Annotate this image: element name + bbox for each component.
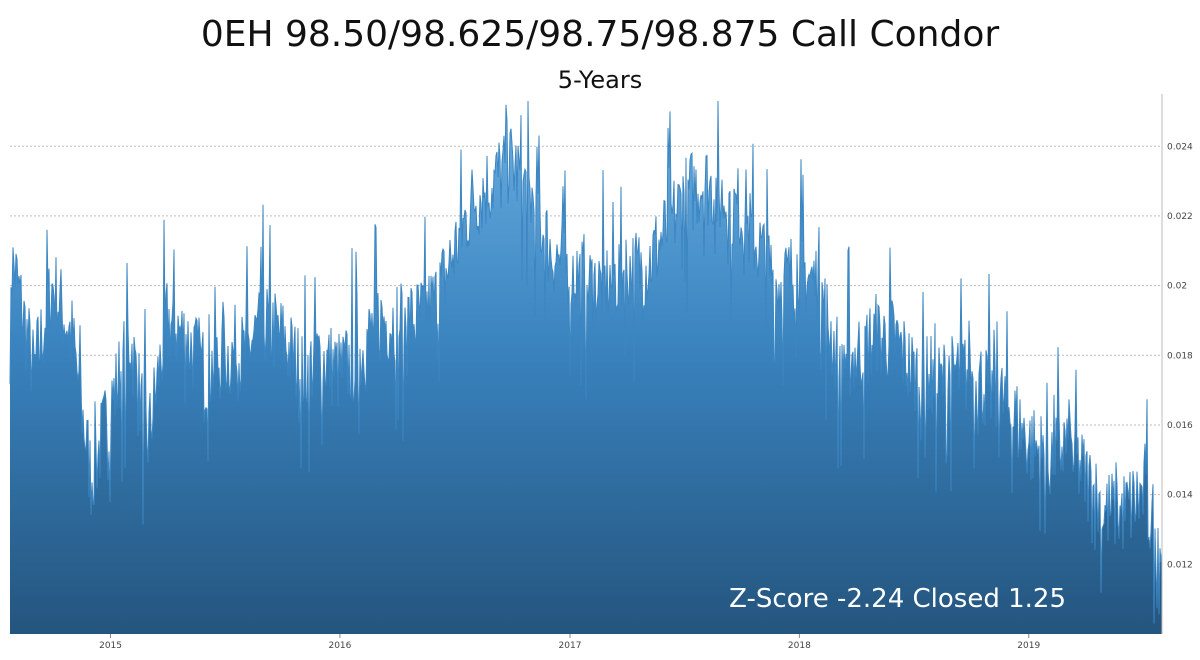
x-tick-label: 2015 bbox=[99, 641, 122, 651]
y-tick-label: 0.024 bbox=[1167, 142, 1193, 152]
y-tick-label: 0.022 bbox=[1167, 212, 1193, 222]
y-tick-label: 0.012 bbox=[1167, 560, 1193, 570]
x-tick-label: 2017 bbox=[559, 641, 582, 651]
y-tick-label: 0.014 bbox=[1167, 491, 1193, 501]
x-tick-label: 2016 bbox=[328, 641, 351, 651]
chart-title: 0EH 98.50/98.625/98.75/98.875 Call Condo… bbox=[200, 14, 1000, 55]
y-tick-label: 0.02 bbox=[1167, 282, 1187, 292]
series-area bbox=[10, 101, 1162, 634]
chart-subtitle: 5-Years bbox=[557, 66, 643, 94]
series-line bbox=[9, 100, 1163, 624]
y-tick-label: 0.016 bbox=[1167, 421, 1193, 431]
x-tick-label: 2018 bbox=[788, 641, 811, 651]
x-tick-label: 2019 bbox=[1017, 641, 1040, 651]
y-tick-label: 0.018 bbox=[1167, 351, 1193, 361]
z-score-annotation: Z-Score -2.24 Closed 1.25 bbox=[729, 584, 1066, 614]
